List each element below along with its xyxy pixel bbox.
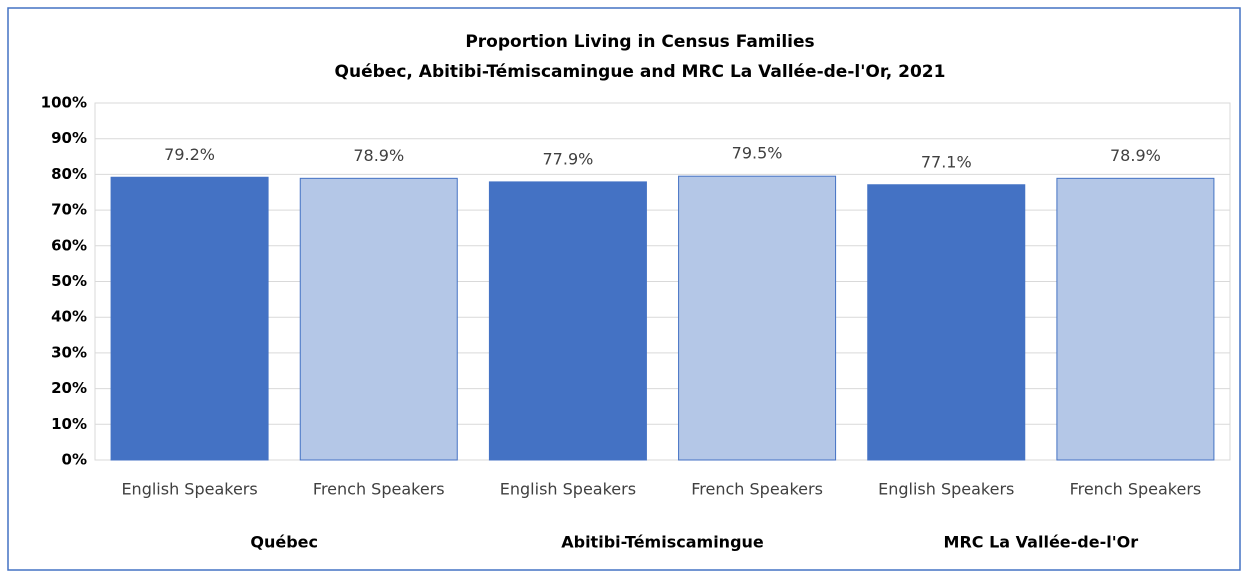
x-tick-label: French Speakers (691, 480, 823, 499)
y-tick-label: 50% (51, 272, 87, 290)
y-tick-label: 10% (51, 415, 87, 433)
y-tick-label: 80% (51, 165, 87, 183)
y-tick-label: 70% (51, 201, 87, 219)
bar (110, 176, 269, 461)
bar (488, 181, 647, 461)
bar (299, 177, 458, 461)
x-tick-label: English Speakers (500, 480, 636, 499)
group-label: MRC La Vallée-de-l'Or (944, 533, 1139, 552)
chart-title: Proportion Living in Census Families (465, 32, 814, 52)
bar (867, 184, 1026, 461)
chart-subtitle: Québec, Abitibi-Témiscamingue and MRC La… (335, 62, 946, 82)
data-label: 79.2% (164, 145, 215, 164)
bar (1056, 177, 1215, 461)
data-label: 77.1% (921, 152, 972, 171)
x-tick-label: English Speakers (878, 480, 1014, 499)
data-label: 78.9% (353, 146, 404, 165)
y-tick-label: 60% (51, 236, 87, 254)
x-tick-label: English Speakers (121, 480, 257, 499)
x-tick-label: French Speakers (313, 480, 445, 499)
y-tick-label: 20% (51, 379, 87, 397)
x-tick-label: French Speakers (1070, 480, 1202, 499)
group-label: Québec (250, 533, 318, 552)
y-tick-label: 90% (51, 129, 87, 147)
group-label: Abitibi-Témiscamingue (561, 533, 764, 552)
data-label: 78.9% (1110, 146, 1161, 165)
y-tick-label: 100% (41, 94, 87, 112)
y-tick-label: 30% (51, 343, 87, 361)
y-tick-label: 0% (62, 451, 87, 469)
bar (678, 175, 837, 461)
y-tick-label: 40% (51, 308, 87, 326)
data-label: 77.9% (543, 149, 594, 168)
data-label: 79.5% (732, 144, 783, 163)
